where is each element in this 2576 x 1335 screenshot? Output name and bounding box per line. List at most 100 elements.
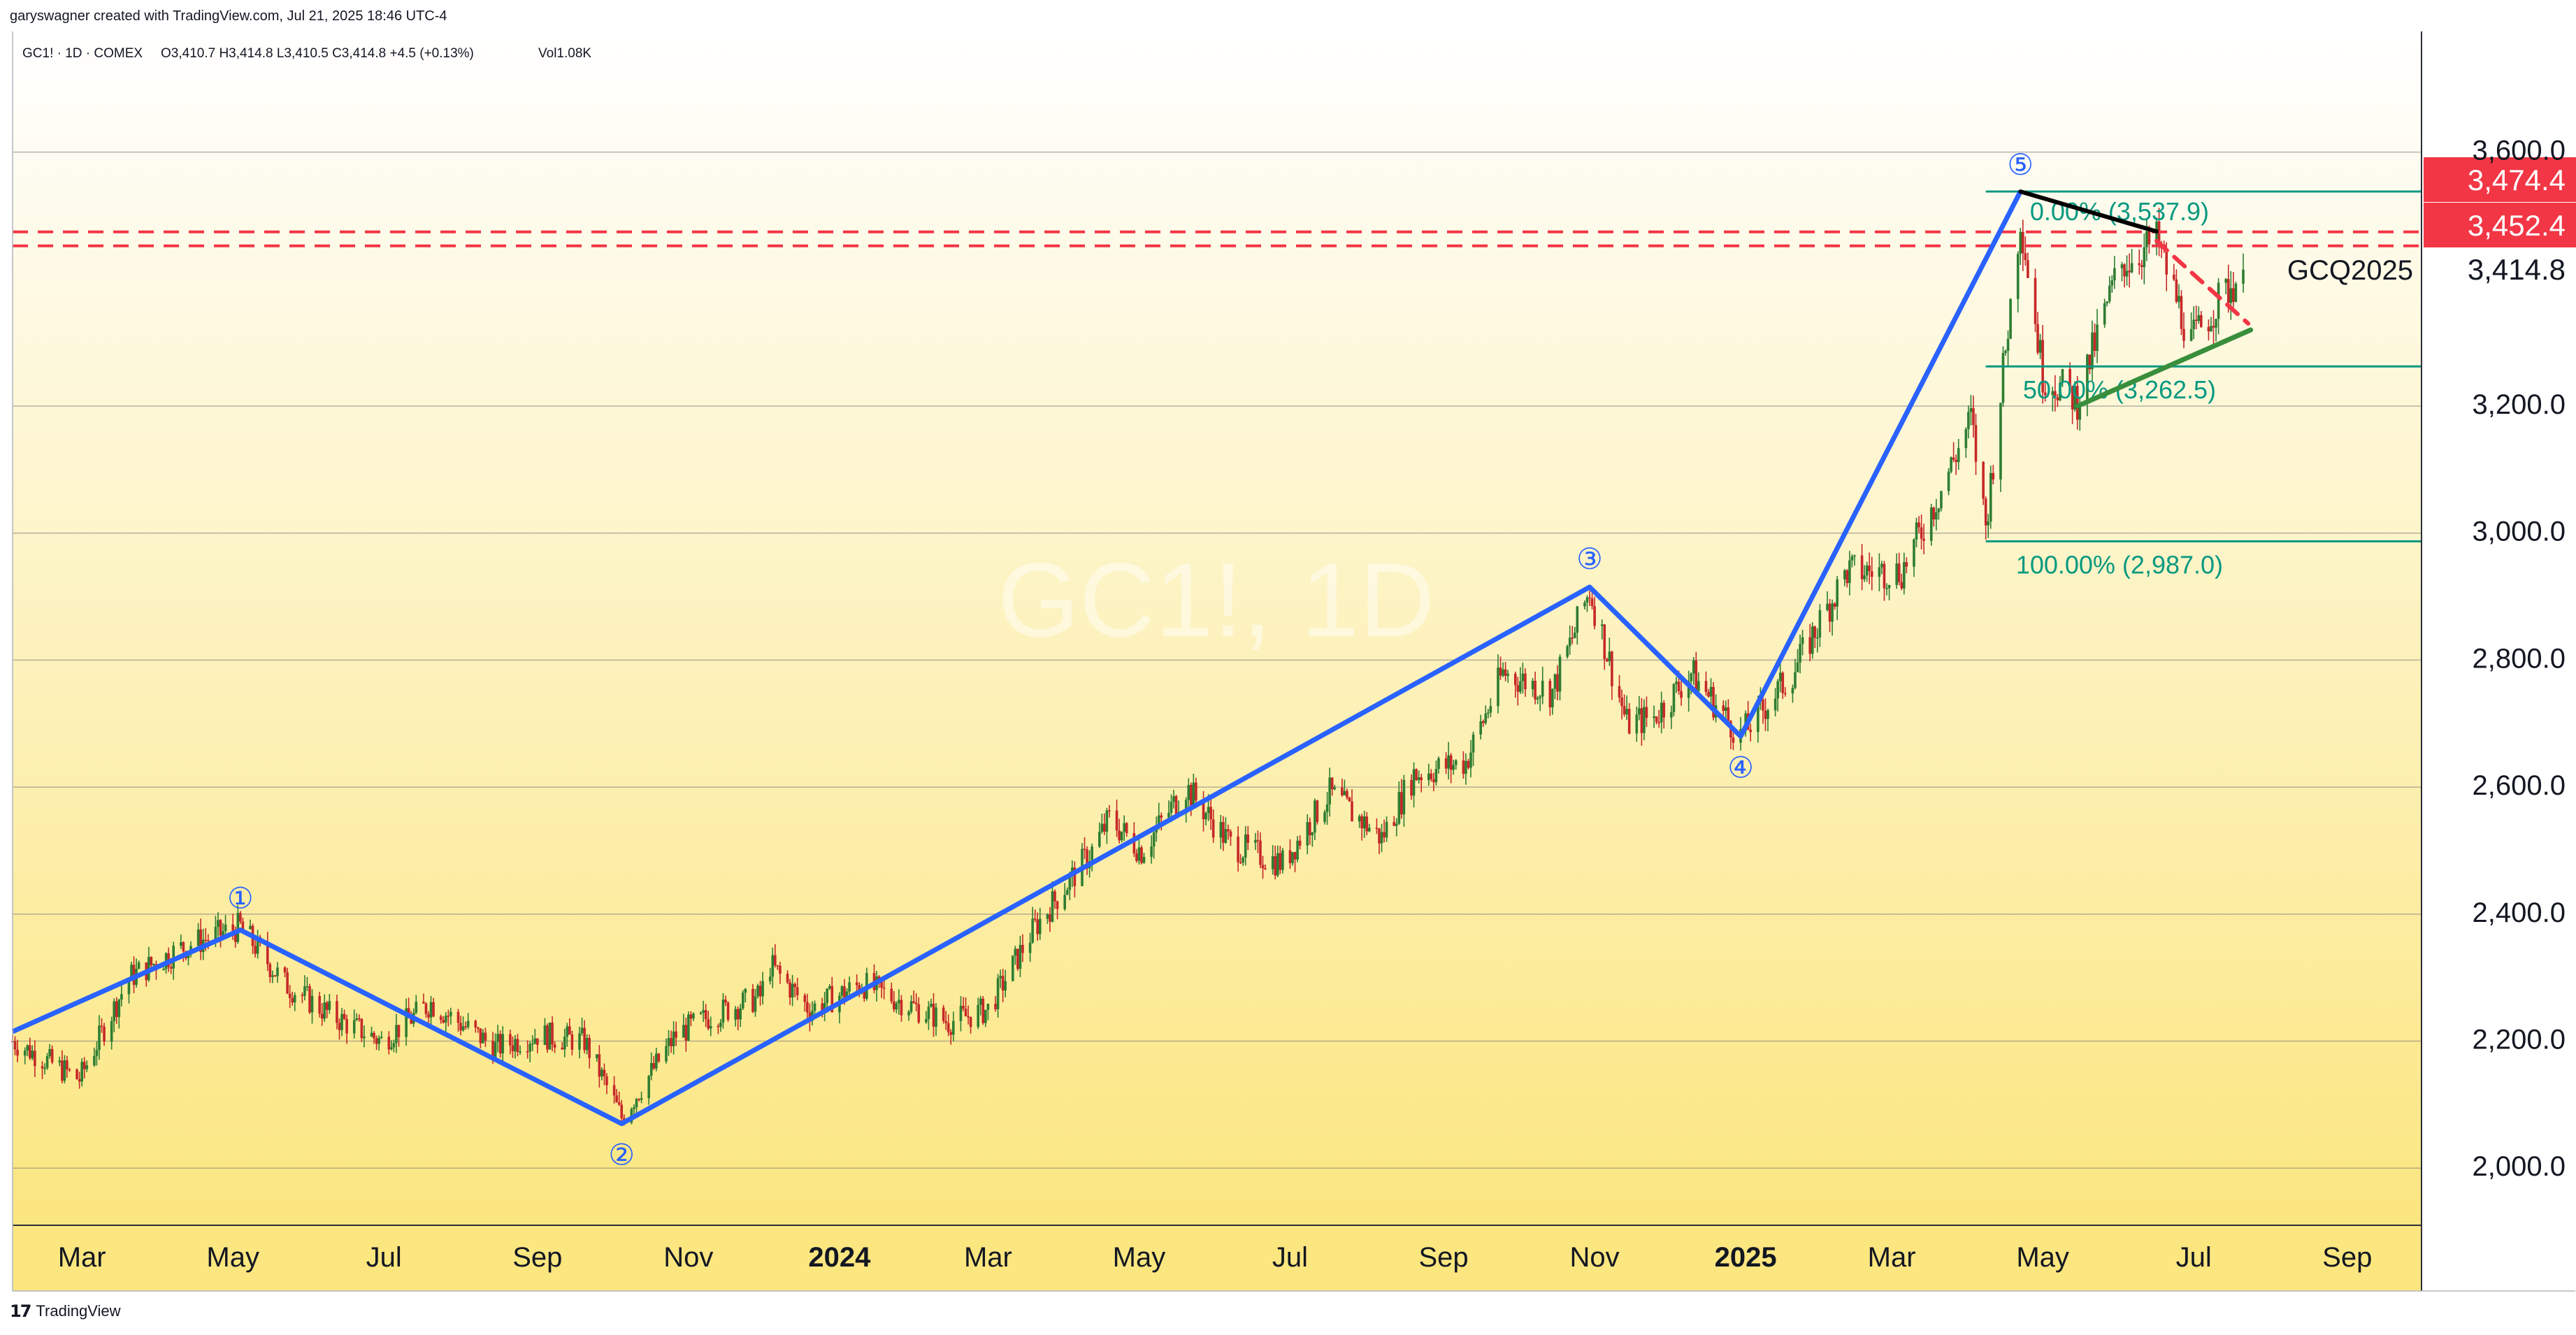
- candle-body: [944, 1020, 947, 1023]
- candle-body: [2027, 260, 2029, 278]
- candle-body: [1469, 752, 1472, 768]
- candle-body: [1568, 637, 1571, 647]
- candle-body: [363, 1036, 366, 1039]
- candle-body: [1276, 853, 1279, 876]
- candle-body: [1172, 796, 1175, 802]
- wave-label-5: ⑤: [2007, 147, 2034, 182]
- wave-label-4: ④: [1727, 750, 1754, 784]
- candle-body: [667, 1038, 670, 1046]
- candle-body: [1513, 673, 1517, 686]
- candle-body: [863, 990, 866, 999]
- candle-body: [840, 986, 844, 996]
- candle-body: [1380, 832, 1383, 844]
- x-tick-label: Jul: [1272, 1242, 1308, 1273]
- candle-body: [224, 924, 227, 932]
- candle-body: [484, 1032, 487, 1041]
- candle-body: [2210, 326, 2212, 332]
- candle-body: [1791, 688, 1794, 694]
- tradingview-brand[interactable]: 17 TradingView: [10, 1301, 120, 1321]
- candle-body: [1585, 597, 1589, 603]
- candle-body: [26, 1045, 29, 1051]
- candle-body: [670, 1038, 672, 1046]
- candle-body: [1014, 948, 1017, 956]
- candle-body: [843, 986, 846, 999]
- candle-body: [2226, 279, 2230, 303]
- candle-body: [598, 1054, 601, 1077]
- candle-body: [1863, 575, 1866, 579]
- candle-body: [1242, 857, 1244, 863]
- y-tick-label: 3,200.0: [2473, 389, 2566, 420]
- candle-body: [1142, 856, 1146, 863]
- candle-body: [2078, 403, 2082, 420]
- candle-body: [464, 1026, 467, 1027]
- candle-body: [2165, 248, 2168, 275]
- candle-body: [373, 1032, 375, 1039]
- candle-body: [1038, 918, 1042, 934]
- candle-body: [427, 1013, 430, 1018]
- y-tick-label: 2,200.0: [2473, 1025, 2566, 1055]
- candle-body: [1120, 831, 1123, 841]
- candle-body: [1019, 944, 1022, 969]
- candle-body: [528, 1044, 531, 1052]
- candle-body: [1657, 722, 1660, 723]
- candle-body: [709, 1025, 712, 1029]
- candle-body: [612, 1085, 616, 1096]
- candle-body: [1687, 681, 1690, 698]
- candle-body: [1502, 669, 1504, 676]
- candle-body: [1385, 821, 1388, 838]
- candle-body: [2212, 326, 2215, 328]
- candle-body: [308, 986, 311, 1013]
- candle-body: [370, 1032, 373, 1037]
- y-axis[interactable]: 2,000.0 2,200.0 2,400.0 2,600.0 2,800.0 3,000…: [12, 31, 2575, 1292]
- candle-body: [318, 995, 321, 1014]
- candle-body: [31, 1051, 34, 1059]
- tradingview-logo-icon: 17: [10, 1301, 31, 1321]
- candle-body: [754, 996, 757, 1012]
- candle-body: [1427, 773, 1430, 781]
- candle-body: [1098, 832, 1101, 847]
- candle-body: [1989, 472, 1992, 522]
- candle-body: [80, 1062, 83, 1082]
- candle-body: [127, 978, 131, 995]
- x-axis[interactable]: Mar May Jul Sep Nov 2024 Mar May Jul Sep Nov 2025 Ma…: [58, 1242, 2373, 1273]
- candle-body: [2189, 329, 2193, 341]
- candle-body: [1576, 606, 1579, 633]
- candle-body: [977, 1004, 980, 1027]
- candle-body: [964, 1009, 967, 1016]
- candle-body: [152, 964, 155, 966]
- candle-body: [1593, 606, 1596, 626]
- candle-body: [444, 1016, 447, 1023]
- candle-body: [1972, 407, 1975, 426]
- candle-body: [1952, 457, 1955, 460]
- candle-body: [169, 967, 173, 969]
- candle-body: [345, 1018, 348, 1034]
- candle-body: [882, 988, 886, 989]
- candle-body: [981, 998, 985, 1023]
- candle-body: [1378, 828, 1381, 844]
- candle-body: [206, 940, 210, 941]
- candle-body: [1524, 673, 1527, 690]
- candle-body: [214, 927, 217, 941]
- candle-body: [1053, 891, 1056, 902]
- candle-body: [531, 1043, 534, 1045]
- candle-body: [1328, 777, 1331, 804]
- x-tick-label: May: [206, 1242, 259, 1273]
- candle-body: [328, 1001, 331, 1010]
- candle-body: [1670, 712, 1673, 718]
- candle-body: [1291, 852, 1294, 863]
- candle-body: [1611, 651, 1613, 686]
- candle-body: [600, 1069, 603, 1077]
- candle-body: [1204, 813, 1207, 820]
- candle-body: [397, 1025, 401, 1037]
- candle-body: [2157, 221, 2161, 247]
- candle-body: [2106, 301, 2109, 303]
- candle-body: [1244, 834, 1247, 858]
- candle-body: [1784, 693, 1787, 695]
- candle-body: [898, 1000, 900, 1004]
- y-tick-label: 2,600.0: [2473, 770, 2566, 801]
- candle-body: [98, 1025, 101, 1051]
- candle-body: [338, 1023, 341, 1030]
- candle-body: [1868, 565, 1871, 572]
- candle-body: [477, 1027, 480, 1029]
